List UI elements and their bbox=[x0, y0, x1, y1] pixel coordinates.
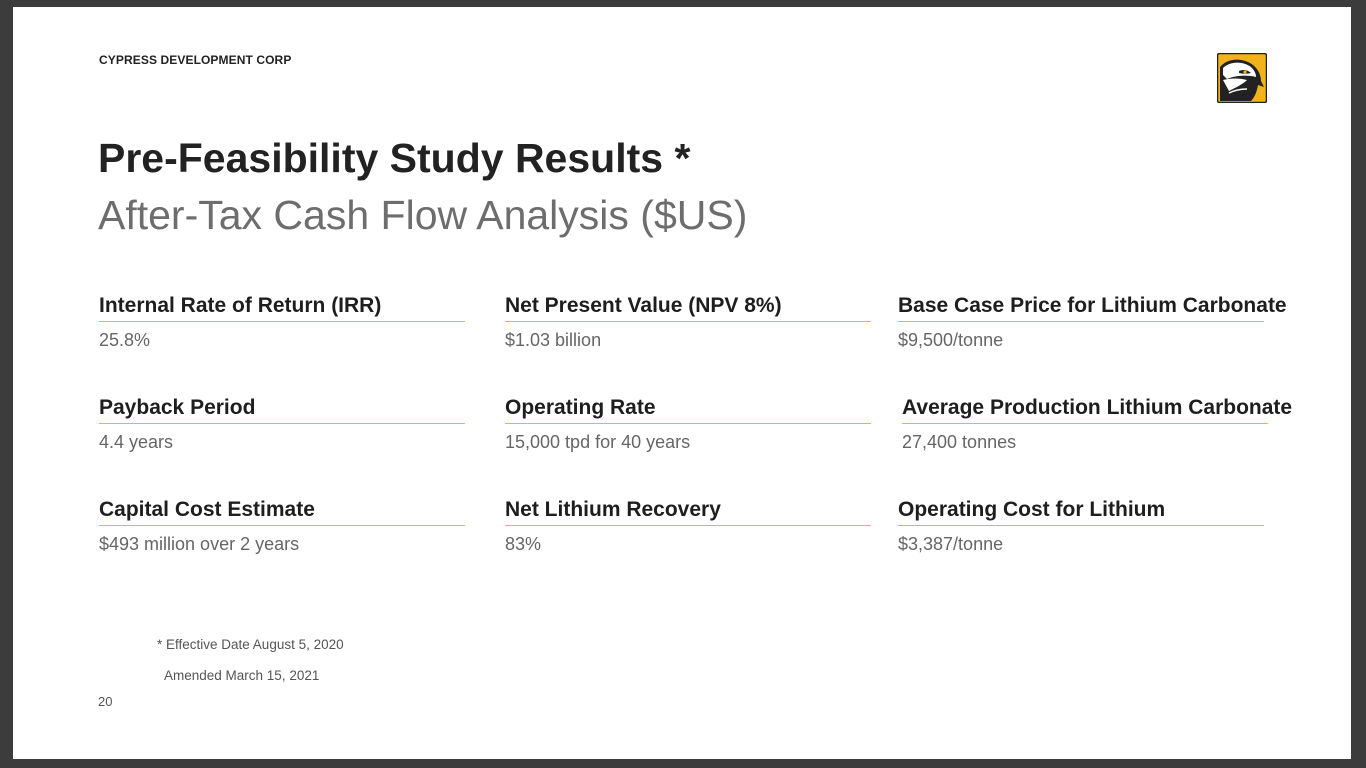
metric-divider bbox=[902, 423, 1268, 424]
metric-label: Net Present Value (NPV 8%) bbox=[505, 294, 782, 317]
metric-value: $1.03 billion bbox=[505, 330, 602, 350]
metric-value: $3,387/tonne bbox=[898, 534, 1004, 554]
metric-irr: Internal Rate of Return (IRR) 25.8% bbox=[99, 294, 465, 351]
slide: CYPRESS DEVELOPMENT CORP Pre-Feasibility… bbox=[13, 7, 1351, 759]
metric-label: Internal Rate of Return (IRR) bbox=[99, 294, 382, 317]
page-title: Pre-Feasibility Study Results * bbox=[98, 135, 691, 181]
page-subtitle: After-Tax Cash Flow Analysis ($US) bbox=[98, 192, 748, 238]
metric-divider bbox=[505, 525, 871, 526]
metric-base-case-price: Base Case Price for Lithium Carbonate $9… bbox=[898, 294, 1287, 351]
metric-divider bbox=[99, 321, 465, 322]
metric-payback-period: Payback Period 4.4 years bbox=[99, 396, 465, 453]
metric-label: Base Case Price for Lithium Carbonate bbox=[898, 294, 1287, 317]
metric-label: Net Lithium Recovery bbox=[505, 498, 721, 521]
metric-divider bbox=[898, 321, 1264, 322]
metric-label: Average Production Lithium Carbonate bbox=[902, 396, 1293, 419]
metric-operating-rate: Operating Rate 15,000 tpd for 40 years bbox=[505, 396, 871, 453]
metric-value: 27,400 tonnes bbox=[902, 432, 1017, 452]
hawk-logo-icon bbox=[1216, 52, 1268, 104]
metric-value: 4.4 years bbox=[99, 432, 174, 452]
page-number: 20 bbox=[98, 694, 113, 709]
company-name: CYPRESS DEVELOPMENT CORP bbox=[99, 53, 292, 67]
metric-value: 15,000 tpd for 40 years bbox=[505, 432, 691, 452]
metric-value: $493 million over 2 years bbox=[99, 534, 300, 554]
metric-capital-cost: Capital Cost Estimate $493 million over … bbox=[99, 498, 465, 555]
metric-operating-cost: Operating Cost for Lithium $3,387/tonne bbox=[898, 498, 1264, 555]
metric-divider bbox=[505, 423, 871, 424]
metric-value: 83% bbox=[505, 534, 542, 554]
metric-value: 25.8% bbox=[99, 330, 151, 350]
footnote-effective-date: * Effective Date August 5, 2020 bbox=[157, 637, 344, 652]
metric-label: Payback Period bbox=[99, 396, 256, 419]
metric-divider bbox=[898, 525, 1264, 526]
metric-label: Capital Cost Estimate bbox=[99, 498, 315, 521]
metric-label: Operating Rate bbox=[505, 396, 656, 419]
metric-divider bbox=[99, 525, 465, 526]
metric-label: Operating Cost for Lithium bbox=[898, 498, 1166, 521]
footnote-amended-date: Amended March 15, 2021 bbox=[164, 668, 320, 683]
metric-average-production: Average Production Lithium Carbonate 27,… bbox=[902, 396, 1293, 453]
metric-divider bbox=[505, 321, 871, 322]
metric-divider bbox=[99, 423, 465, 424]
metric-lithium-recovery: Net Lithium Recovery 83% bbox=[505, 498, 871, 555]
metric-npv: Net Present Value (NPV 8%) $1.03 billion bbox=[505, 294, 871, 351]
metric-value: $9,500/tonne bbox=[898, 330, 1004, 350]
